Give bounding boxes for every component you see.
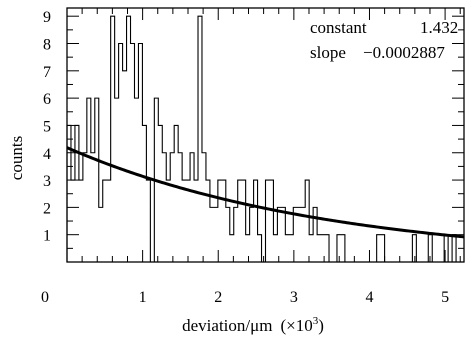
x-axis-scale-exp: 3 (313, 315, 319, 327)
fit-slope-value: −0.0002887 (363, 43, 445, 62)
tick-marks (66, 8, 464, 262)
plot-frame (66, 7, 465, 263)
x-tick-label: 1 (139, 289, 147, 306)
x-axis-title: deviation/μm (×103) (182, 315, 324, 335)
x-tick-label: 3 (290, 289, 298, 306)
fit-constant-value: 1.432 (420, 18, 458, 37)
x-tick-label: 2 (214, 289, 222, 306)
y-tick-label: 9 (43, 9, 51, 26)
y-tick-label: 4 (43, 146, 51, 163)
fit-curve (66, 146, 465, 239)
fit-slope-label: slope (310, 43, 346, 62)
y-tick-labels: 1 2 3 4 5 6 7 8 9 (43, 9, 51, 245)
x-axis-title-text: deviation/μm (182, 316, 272, 335)
y-axis-title: counts (7, 136, 26, 180)
x-tick-label: 4 (365, 289, 373, 306)
y-tick-label: 6 (43, 91, 51, 108)
fit-constant-label: constant (310, 18, 367, 37)
x-axis-scale-close: ) (318, 316, 324, 335)
y-tick-label: 8 (43, 37, 51, 54)
x-tick-label: 5 (441, 289, 449, 306)
x-tick-labels: 0 1 2 3 4 5 (41, 289, 449, 306)
x-axis-scale: (×10 (280, 316, 312, 335)
y-tick-label: 7 (43, 64, 51, 81)
y-tick-label: 5 (43, 118, 51, 135)
y-tick-label: 2 (43, 200, 51, 217)
y-tick-label: 1 (43, 228, 51, 245)
y-tick-label: 3 (43, 173, 51, 190)
x-tick-label: 0 (41, 289, 49, 306)
